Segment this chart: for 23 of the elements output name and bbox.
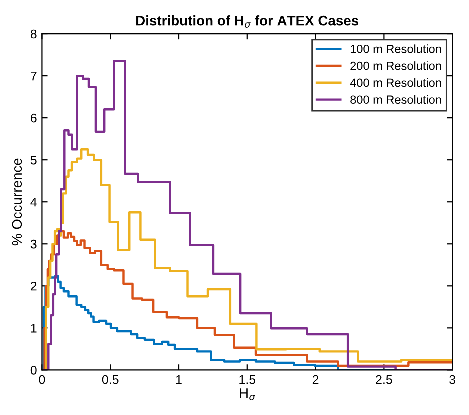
y-tick-label: 6 — [31, 114, 37, 123]
x-axis-title: H$_{σ}$ — [240, 388, 256, 401]
x-tick-label: 1 — [176, 376, 182, 384]
y-tick-label: 0 — [30, 366, 37, 375]
y-tick-label: 5 — [30, 156, 37, 165]
legend-label: 400 m Resolution — [350, 78, 442, 88]
x-tick-label: 0 — [39, 375, 46, 384]
x-tick-label: 1.5 — [240, 376, 256, 384]
x-tick-label: 2.5 — [376, 375, 392, 384]
y-tick-label: 1 — [31, 324, 37, 333]
legend-label: 200 m Resolution — [350, 62, 442, 70]
chart-title: Distribution of H$_{σ}$ for ATEX Cases — [136, 16, 359, 28]
y-axis-title: % Occurrence — [12, 158, 22, 246]
x-tick-label: 3 — [450, 375, 456, 384]
legend-label: 100 m Resolution — [350, 44, 442, 54]
y-tick-label: 7 — [31, 72, 37, 81]
y-tick-label: 8 — [30, 30, 37, 39]
legend-label: 800 m Resolution — [350, 95, 442, 104]
x-tick-label: 2 — [312, 375, 319, 384]
x-tick-label: 0.5 — [102, 375, 119, 384]
y-tick-label: 3 — [30, 240, 37, 249]
y-tick-label: 2 — [31, 282, 37, 291]
y-tick-label: 4 — [30, 198, 37, 207]
